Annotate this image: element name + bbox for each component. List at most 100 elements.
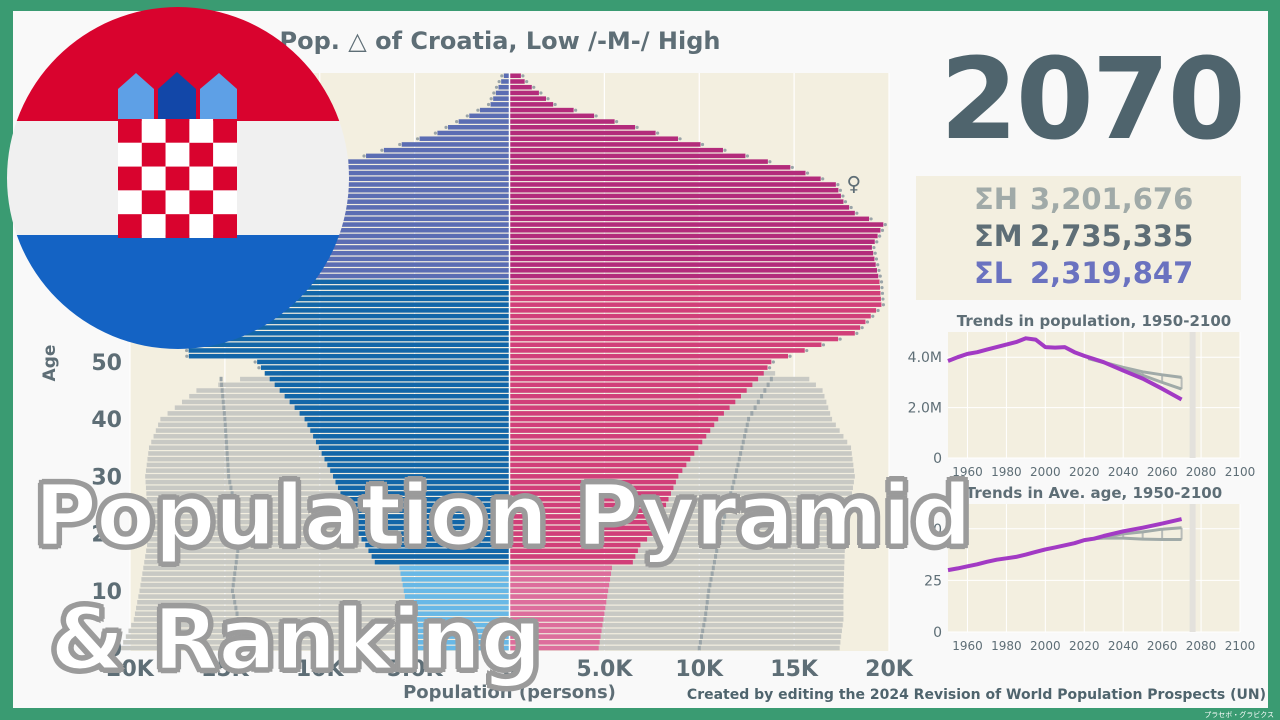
male-bar-age-48 [264, 371, 510, 376]
male-bar-age-6 [408, 611, 510, 616]
female-bar-age-72 [509, 233, 878, 239]
x-tick-label: 10K [675, 657, 724, 682]
checker-square [189, 214, 214, 238]
male-bar-age-26 [342, 496, 510, 502]
reference-female-bar-age-27 [509, 491, 852, 496]
checker-square [165, 166, 190, 191]
low-female-mark-age-30 [733, 474, 737, 479]
checker-square [118, 119, 142, 143]
male-bar-age-28 [337, 485, 510, 491]
edge-male-dot-age-95 [486, 102, 491, 107]
checker-square [141, 142, 166, 167]
low-female-mark-age-44 [760, 393, 764, 399]
edge-female-dot-age-69 [873, 251, 877, 255]
reference-female-bar-age-25 [509, 502, 851, 508]
edge-female-dot-age-61 [881, 297, 885, 301]
reference-male-bar-age-6 [134, 611, 510, 616]
female-bar-age-96 [509, 96, 547, 101]
male-bar-age-35 [318, 445, 510, 451]
male-bar-age-50 [257, 359, 510, 365]
female-bar-age-63 [509, 285, 880, 290]
reference-male-bar-age-15 [144, 559, 510, 565]
reference-male-bar-age-24 [147, 508, 510, 513]
low-female-mark-age-0 [697, 645, 701, 651]
low-female-mark-age-26 [727, 496, 731, 502]
reference-female-bar-age-4 [509, 622, 843, 628]
trend-x-tick-label: 2000 [1030, 465, 1061, 479]
reference-male-bar-age-14 [143, 565, 510, 571]
low-female-mark-age-41 [750, 411, 754, 416]
low-male-mark-age-39 [223, 422, 227, 428]
low-male-mark-age-41 [222, 411, 226, 416]
low-male-mark-age-23 [235, 514, 239, 519]
low-female-mark-age-28 [730, 485, 734, 491]
reference-female-bar-age-1 [509, 640, 841, 645]
reference-male-bar-age-3 [128, 628, 510, 634]
male-bar-age-38 [310, 428, 510, 433]
male-bar-age-23 [350, 514, 510, 519]
low-female-mark-age-32 [736, 462, 740, 468]
low-male-mark-age-34 [225, 451, 229, 456]
low-female-mark-age-12 [709, 577, 713, 582]
low-female-mark-age-24 [724, 508, 728, 513]
x-tick-label: 15K [201, 657, 250, 682]
reference-male-bar-age-23 [147, 514, 510, 519]
male-bar-age-32 [327, 462, 510, 468]
low-female-mark-age-4 [702, 622, 706, 628]
checker-square [141, 166, 166, 191]
low-male-mark-age-27 [230, 491, 234, 496]
reference-female-bar-age-15 [509, 559, 845, 565]
female-bar-age-3 [509, 628, 602, 634]
female-bar-age-16 [509, 554, 636, 559]
female-bar-age-34 [509, 451, 695, 456]
female-bar-age-14 [509, 565, 612, 571]
male-bar-age-42 [294, 405, 510, 410]
male-bar-age-64 [196, 279, 510, 285]
edge-female-dot-age-85 [768, 160, 772, 164]
sum-high: ΣH 3,201,676 [974, 182, 1244, 216]
edge-male-dot-age-49 [257, 366, 261, 370]
male-bar-age-47 [269, 376, 510, 382]
female-bar-age-4 [509, 622, 603, 628]
male-bar-age-55 [187, 331, 510, 336]
reference-male-bar-age-11 [140, 582, 510, 588]
edge-male-dot-age-88 [398, 142, 402, 147]
female-bar-age-24 [509, 508, 664, 513]
low-male-mark-age-19 [237, 537, 241, 542]
reference-male-bar-age-16 [145, 554, 510, 559]
edge-female-dot-age-95 [553, 102, 557, 107]
male-bar-age-41 [299, 411, 510, 416]
male-bar-age-9 [404, 594, 510, 599]
edge-female-dot-age-54 [838, 337, 842, 341]
reference-female-bar-age-30 [509, 474, 855, 479]
male-bar-age-5 [409, 617, 510, 622]
male-bar-age-16 [371, 554, 510, 559]
checker-square [213, 166, 237, 191]
male-bar-age-43 [289, 399, 510, 405]
reference-female-bar-age-28 [509, 485, 853, 491]
edge-female-dot-age-55 [855, 331, 859, 335]
male-bar-age-7 [407, 605, 510, 611]
female-bar-age-49 [509, 365, 768, 370]
checker-square [141, 119, 166, 143]
female-bar-age-21 [509, 525, 657, 531]
reference-female-bar-age-16 [509, 554, 845, 559]
female-bar-age-35 [509, 445, 699, 451]
sum-medium-label: ΣM [974, 219, 1023, 253]
male-bar-age-93 [469, 113, 510, 119]
reference-female-bar-age-22 [509, 519, 848, 525]
male-bar-age-66 [201, 268, 510, 273]
sum-low-label: ΣL [974, 256, 1013, 290]
sum-low: ΣL 2,319,847 [974, 256, 1244, 290]
checker-square [213, 119, 237, 143]
reference-male-bar-age-26 [146, 496, 510, 502]
edge-female-dot-age-75 [869, 217, 873, 221]
low-male-mark-age-42 [222, 405, 226, 410]
checker-square [165, 214, 190, 238]
edge-female-dot-age-52 [805, 348, 809, 353]
female-bar-age-33 [509, 456, 691, 462]
reference-male-bar-age-2 [125, 634, 510, 639]
edge-female-dot-age-100 [521, 74, 525, 78]
edge-female-dot-age-88 [700, 142, 705, 147]
trend-y-tick-label: 0 [933, 625, 942, 641]
